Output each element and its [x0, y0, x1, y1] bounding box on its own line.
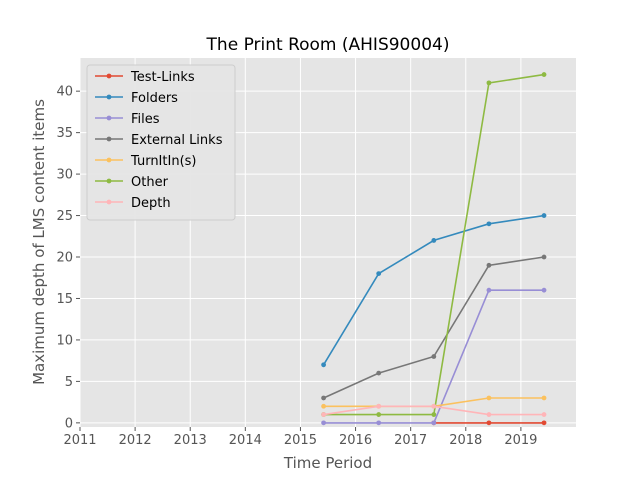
- data-point-files: [541, 287, 547, 293]
- data-point-turnitin-s: [486, 395, 492, 401]
- legend-label-external-links: External Links: [131, 133, 223, 148]
- data-point-depth: [431, 403, 437, 409]
- data-point-other: [376, 412, 382, 417]
- y-tick-label: 35: [56, 126, 73, 141]
- legend-marker-turnitin-s: [106, 157, 112, 163]
- data-point-depth: [321, 412, 326, 417]
- legend-label-depth: Depth: [131, 196, 171, 211]
- data-point-files: [431, 420, 437, 426]
- legend-marker-test-links: [106, 73, 112, 79]
- data-point-folders: [541, 213, 547, 218]
- data-point-folders: [431, 238, 437, 243]
- legend: Test-Links Folders Files External Links Turn…: [86, 64, 236, 221]
- legend-box: [86, 64, 236, 221]
- legend-label-test-links: Test-Links: [130, 70, 195, 85]
- data-point-files: [486, 287, 492, 293]
- x-tick-label: 2015: [284, 433, 317, 448]
- chart-title: The Print Room (AHIS90004): [206, 35, 450, 55]
- series-lines: [321, 72, 547, 426]
- data-point-files: [321, 420, 326, 426]
- data-point-test-links: [486, 420, 492, 426]
- legend-marker-files: [106, 115, 112, 121]
- data-point-test-links: [541, 420, 547, 426]
- legend-label-folders: Folders: [131, 91, 178, 106]
- legend-label-turnitin-s: TurnItIn(s): [130, 154, 196, 169]
- legend-label-files: Files: [131, 112, 160, 127]
- data-point-external-links: [431, 354, 437, 359]
- data-point-external-links: [321, 395, 326, 401]
- data-point-turnitin-s: [321, 403, 326, 409]
- data-point-other: [486, 80, 492, 86]
- y-axis-ticks: 0 5 10 15 20 25 30 35 40: [56, 85, 80, 431]
- data-point-turnitin-s: [541, 395, 547, 401]
- y-tick-label: 30: [56, 168, 73, 183]
- y-tick-label: 10: [56, 333, 73, 348]
- legend-label-other: Other: [131, 175, 169, 190]
- data-point-folders: [321, 362, 326, 368]
- data-point-other: [431, 412, 437, 417]
- x-tick-label: 2018: [449, 433, 482, 448]
- x-axis-label: Time Period: [283, 454, 372, 472]
- y-tick-label: 40: [56, 85, 73, 100]
- x-axis-ticks: 2011 2012 2013 2014 2015 2016 2017 2018 2019: [63, 427, 537, 448]
- y-tick-label: 20: [56, 251, 73, 266]
- x-tick-label: 2014: [229, 433, 262, 448]
- data-point-external-links: [486, 262, 492, 268]
- y-tick-label: 25: [56, 209, 73, 224]
- data-point-depth: [376, 403, 382, 409]
- x-tick-label: 2011: [63, 433, 96, 448]
- y-tick-label: 5: [65, 375, 73, 390]
- data-point-depth: [541, 412, 547, 417]
- y-axis-label: Maximum depth of LMS content items: [30, 99, 48, 385]
- data-point-files: [376, 420, 382, 426]
- x-tick-label: 2012: [119, 433, 152, 448]
- data-point-depth: [486, 412, 492, 417]
- y-tick-label: 15: [56, 292, 73, 307]
- legend-marker-external-links: [106, 136, 112, 142]
- y-tick-label: 0: [65, 416, 73, 431]
- legend-marker-other: [106, 178, 112, 184]
- data-point-external-links: [376, 370, 382, 376]
- x-tick-label: 2016: [339, 433, 372, 448]
- legend-marker-folders: [106, 94, 112, 100]
- x-tick-label: 2013: [174, 433, 207, 448]
- data-point-folders: [486, 221, 492, 227]
- data-point-folders: [376, 271, 382, 276]
- x-tick-label: 2019: [504, 433, 537, 448]
- legend-marker-depth: [106, 199, 112, 205]
- data-point-other: [541, 72, 547, 77]
- x-tick-label: 2017: [394, 433, 427, 448]
- data-point-external-links: [541, 254, 547, 260]
